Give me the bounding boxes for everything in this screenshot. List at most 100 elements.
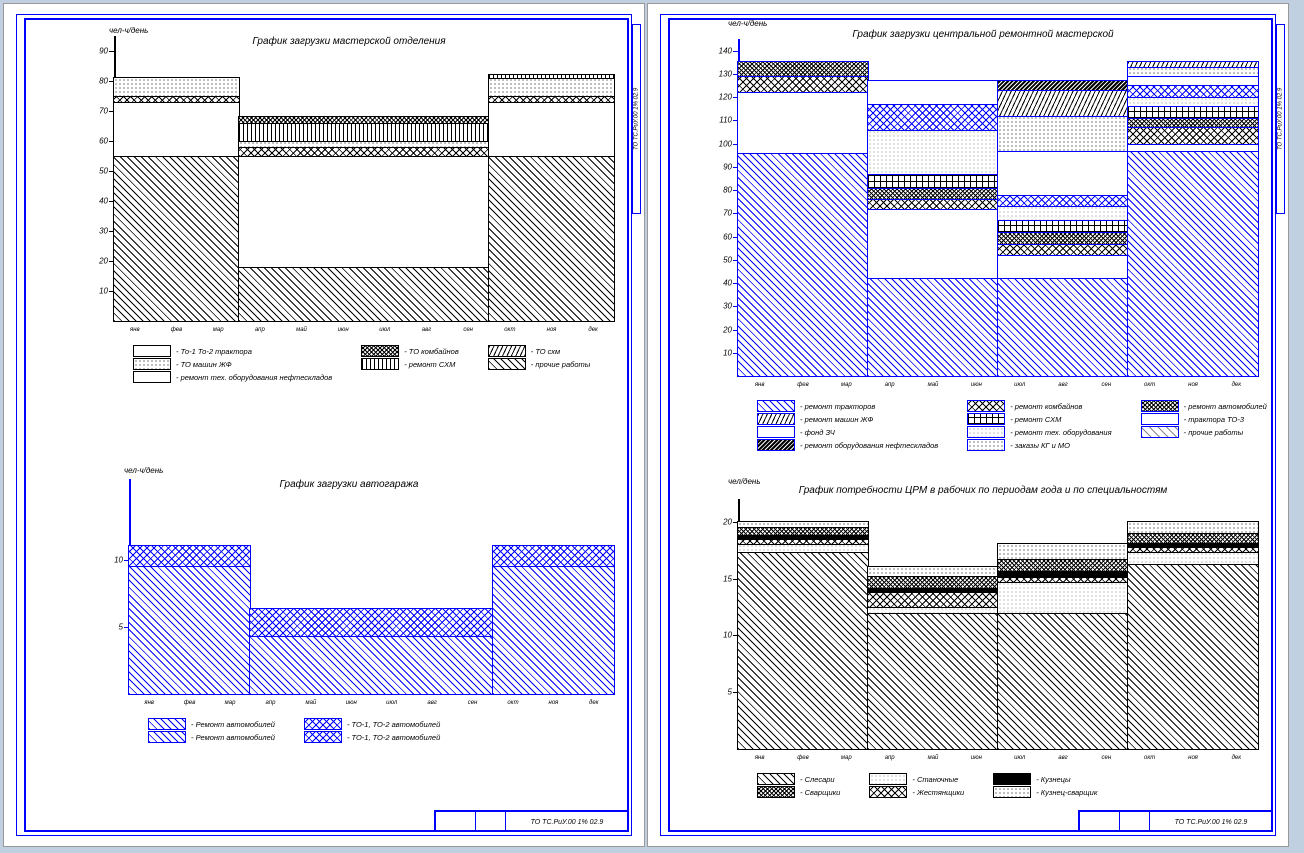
- bar-layer: [738, 539, 868, 545]
- x-tick-label: июл: [1014, 382, 1025, 388]
- bar-layer: [738, 92, 868, 152]
- legend-item: - фонд ЗЧ: [758, 427, 938, 437]
- legend-item: - ремонт СХМ: [968, 414, 1111, 424]
- chart3-ylabel: чел-ч/день: [728, 19, 767, 28]
- bar-layer: [998, 278, 1128, 376]
- bar-layer: [998, 544, 1128, 559]
- bar-layer: [114, 96, 239, 102]
- legend-label: - ремонт СХМ: [404, 360, 455, 369]
- y-tick-label: 100: [719, 139, 732, 148]
- chart1-ylabel: чел-ч/день: [109, 26, 148, 35]
- legend-label: - Кузнецы: [1036, 775, 1070, 784]
- bar-layer: [998, 613, 1128, 749]
- legend-item: - ТО-1, ТО-2 автомобилей: [305, 732, 440, 742]
- chart4-title: График потребности ЦРМ в рабочих по пери…: [698, 485, 1268, 496]
- y-tick-label: 90: [99, 47, 108, 56]
- x-tick-label: сен: [1102, 755, 1112, 761]
- x-tick-label: май: [305, 700, 316, 706]
- title-block-right: ТО ТС.РиУ.00 1% 02.9: [1078, 810, 1273, 832]
- garage-load-chart: График загрузки автогаража чел-ч/день 51…: [74, 459, 624, 779]
- bar-layer: [1128, 76, 1258, 85]
- legend-swatch: [149, 732, 185, 742]
- legend-swatch: [1142, 427, 1178, 437]
- x-tick-label: авг: [422, 327, 431, 333]
- legend-label: - Станочные: [912, 775, 958, 784]
- bar-layer: [868, 188, 998, 200]
- bar-layer: [239, 267, 489, 321]
- y-tick-label: 120: [719, 93, 732, 102]
- legend-item: - прочие работы: [1142, 427, 1267, 437]
- y-tick-label: 10: [99, 287, 108, 296]
- bar-layer: [738, 76, 868, 92]
- legend-label: - фонд ЗЧ: [800, 428, 835, 437]
- y-tick-label: 20: [99, 257, 108, 266]
- legend-label: - ремонт тех. оборудования нефтескладов: [176, 373, 332, 382]
- legend-item: - Станочные: [870, 774, 964, 784]
- legend-item: - трактора ТО-3: [1142, 414, 1267, 424]
- legend-label: - трактора ТО-3: [1184, 415, 1244, 424]
- legend-label: - ТО-1, ТО-2 автомобилей: [347, 720, 440, 729]
- bar-layer: [114, 102, 239, 156]
- legend-item: - ремонт автомобилей: [1142, 401, 1267, 411]
- bar-layer: [998, 90, 1128, 116]
- x-tick-label: июл: [1014, 755, 1025, 761]
- bar-layer: [868, 130, 998, 174]
- legend-label: - ремонт СХМ: [1010, 415, 1061, 424]
- legend-swatch: [870, 774, 906, 784]
- y-tick-label: 40: [99, 197, 108, 206]
- legend-item: - ТО комбайнов: [362, 346, 459, 356]
- legend-item: - ремонт машин ЖФ: [758, 414, 938, 424]
- legend-label: - Ремонт автомобилей: [191, 720, 275, 729]
- bar-layer: [489, 78, 614, 96]
- chart-legend: - ремонт тракторов- ремонт комбайнов- ре…: [758, 401, 1267, 450]
- legend-label: - ТО комбайнов: [404, 347, 459, 356]
- x-tick-label: сен: [463, 327, 473, 333]
- legend-label: - прочие работы: [1184, 428, 1244, 437]
- legend-label: - Кузнец-сварщик: [1036, 788, 1097, 797]
- legend-label: - Слесари: [800, 775, 835, 784]
- legend-label: - заказы КГ и МО: [1010, 441, 1070, 450]
- x-tick-label: янв: [755, 382, 765, 388]
- bar-layer: [998, 571, 1128, 578]
- y-tick-label: 30: [99, 227, 108, 236]
- legend-swatch: [968, 427, 1004, 437]
- worker-need-chart: График потребности ЦРМ в рабочих по пери…: [698, 479, 1268, 824]
- x-tick-label: ноя: [1188, 755, 1198, 761]
- x-tick-label: июл: [379, 327, 390, 333]
- bar-layer: [1128, 547, 1258, 553]
- x-tick-label: окт: [1144, 382, 1155, 388]
- legend-swatch: [968, 401, 1004, 411]
- x-tick-label: авг: [1058, 382, 1067, 388]
- central-workshop-load-chart: График загрузки центральной ремонтной ма…: [698, 21, 1268, 476]
- bar-layer: [239, 147, 489, 156]
- bar-layer: [493, 566, 614, 694]
- y-tick-label: 15: [723, 574, 732, 583]
- legend-label: - Жестянщики: [912, 788, 964, 797]
- x-tick-label: сен: [468, 700, 478, 706]
- bar-layer: [998, 577, 1128, 582]
- x-tick-label: ноя: [549, 700, 559, 706]
- bar-layer: [868, 104, 998, 130]
- bar-layer: [239, 117, 489, 123]
- bar-layer: [1128, 564, 1258, 749]
- bar-group: [493, 479, 614, 694]
- legend-item: - Кузнецы: [994, 774, 1097, 784]
- y-tick-label: 50: [723, 255, 732, 264]
- x-tick-label: май: [928, 382, 939, 388]
- legend-swatch: [362, 359, 398, 369]
- bar-layer: [868, 592, 998, 607]
- legend-label: - Ремонт автомобилей: [191, 733, 275, 742]
- bar-layer: [1128, 118, 1258, 127]
- x-tick-label: мар: [841, 382, 852, 388]
- bar-layer: [868, 81, 998, 104]
- legend-swatch: [968, 440, 1004, 450]
- bar-layer: [250, 609, 493, 636]
- y-tick-label: 30: [723, 302, 732, 311]
- bar-layer: [738, 544, 868, 552]
- legend-swatch: [1142, 401, 1178, 411]
- legend-item: - ремонт оборудования нефтескладов: [758, 440, 938, 450]
- y-tick-label: 60: [723, 232, 732, 241]
- legend-swatch: [489, 346, 525, 356]
- bar-layer: [738, 153, 868, 376]
- y-tick-label: 130: [719, 69, 732, 78]
